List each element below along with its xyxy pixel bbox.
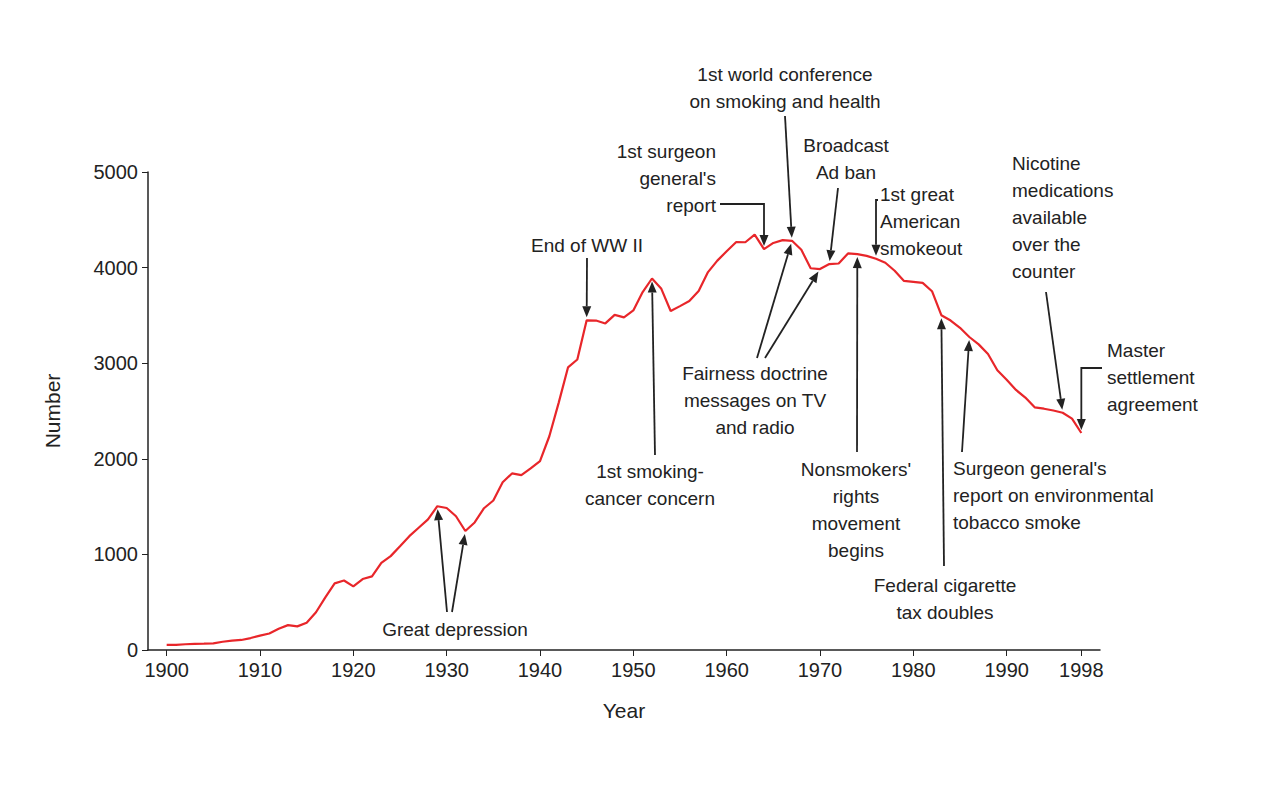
- svg-text:over the: over the: [1012, 234, 1081, 255]
- svg-text:Great depression: Great depression: [382, 619, 528, 640]
- svg-text:1st surgeon: 1st surgeon: [617, 141, 716, 162]
- svg-text:1940: 1940: [518, 659, 563, 681]
- svg-text:Federal cigarette: Federal cigarette: [874, 575, 1017, 596]
- svg-text:Surgeon general's: Surgeon general's: [953, 458, 1107, 479]
- svg-text:End of WW II: End of WW II: [531, 235, 643, 256]
- svg-text:Nicotine: Nicotine: [1012, 153, 1081, 174]
- svg-text:movement: movement: [812, 513, 901, 534]
- svg-text:Ad ban: Ad ban: [816, 162, 876, 183]
- svg-text:1990: 1990: [984, 659, 1029, 681]
- svg-text:5000: 5000: [94, 161, 139, 183]
- svg-text:Master: Master: [1107, 340, 1166, 361]
- svg-text:rights: rights: [833, 486, 879, 507]
- svg-text:Number: Number: [41, 374, 64, 449]
- svg-text:1980: 1980: [891, 659, 936, 681]
- svg-text:counter: counter: [1012, 261, 1076, 282]
- svg-text:smokeout: smokeout: [880, 238, 963, 259]
- svg-text:messages on TV: messages on TV: [684, 390, 827, 411]
- svg-text:report: report: [666, 195, 716, 216]
- svg-text:Year: Year: [603, 699, 645, 722]
- svg-text:Fairness doctrine: Fairness doctrine: [682, 363, 828, 384]
- svg-text:1st smoking-: 1st smoking-: [596, 461, 704, 482]
- svg-text:1st great: 1st great: [880, 184, 955, 205]
- svg-text:1998: 1998: [1059, 659, 1104, 681]
- svg-text:1970: 1970: [798, 659, 843, 681]
- svg-text:1st world conference: 1st world conference: [697, 64, 872, 85]
- svg-text:4000: 4000: [94, 257, 139, 279]
- svg-text:3000: 3000: [94, 352, 139, 374]
- svg-text:2000: 2000: [94, 448, 139, 470]
- svg-text:medications: medications: [1012, 180, 1113, 201]
- svg-text:tax doubles: tax doubles: [896, 602, 993, 623]
- svg-text:1920: 1920: [331, 659, 376, 681]
- svg-text:available: available: [1012, 207, 1087, 228]
- svg-text:1960: 1960: [704, 659, 749, 681]
- svg-text:settlement: settlement: [1107, 367, 1195, 388]
- svg-text:1950: 1950: [611, 659, 656, 681]
- svg-text:1930: 1930: [424, 659, 469, 681]
- svg-text:general's: general's: [639, 168, 716, 189]
- svg-text:on smoking and health: on smoking and health: [689, 91, 880, 112]
- svg-text:1900: 1900: [144, 659, 189, 681]
- svg-text:and radio: and radio: [715, 417, 794, 438]
- svg-text:Broadcast: Broadcast: [803, 135, 889, 156]
- svg-text:begins: begins: [828, 540, 884, 561]
- svg-text:cancer concern: cancer concern: [585, 488, 715, 509]
- svg-text:Nonsmokers': Nonsmokers': [801, 459, 911, 480]
- svg-text:0: 0: [127, 639, 138, 661]
- svg-text:American: American: [880, 211, 960, 232]
- svg-text:1000: 1000: [94, 543, 139, 565]
- svg-text:1910: 1910: [238, 659, 283, 681]
- svg-text:tobacco smoke: tobacco smoke: [953, 512, 1081, 533]
- svg-text:agreement: agreement: [1107, 394, 1199, 415]
- svg-text:report on environmental: report on environmental: [953, 485, 1154, 506]
